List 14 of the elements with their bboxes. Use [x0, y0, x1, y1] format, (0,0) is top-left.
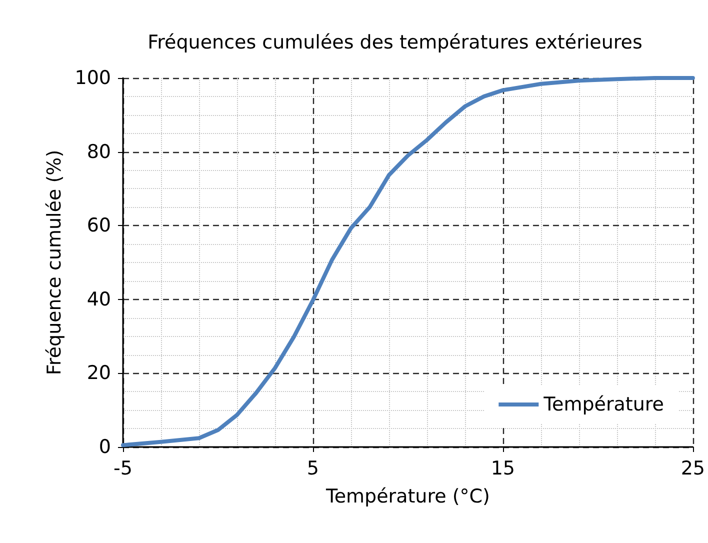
- y-tick-label: 80: [86, 140, 111, 163]
- x-tick-label: 25: [680, 458, 706, 480]
- y-axis-title: Fréquence cumulée (%): [43, 150, 66, 376]
- y-tick-label: 40: [86, 288, 111, 310]
- legend-label: Température: [542, 394, 664, 416]
- x-axis-title: Température (°C): [324, 486, 490, 508]
- x-tick-label: 15: [490, 458, 516, 480]
- y-tick-label: 20: [86, 362, 111, 384]
- x-tick-label: -5: [114, 458, 132, 480]
- y-tick-label: 60: [86, 214, 111, 237]
- y-tick-label: 100: [74, 67, 111, 89]
- x-tick-label: 5: [306, 458, 320, 480]
- chart-title: Fréquences cumulées des températures extérieures: [148, 32, 642, 54]
- y-tick-label: 0: [98, 436, 111, 458]
